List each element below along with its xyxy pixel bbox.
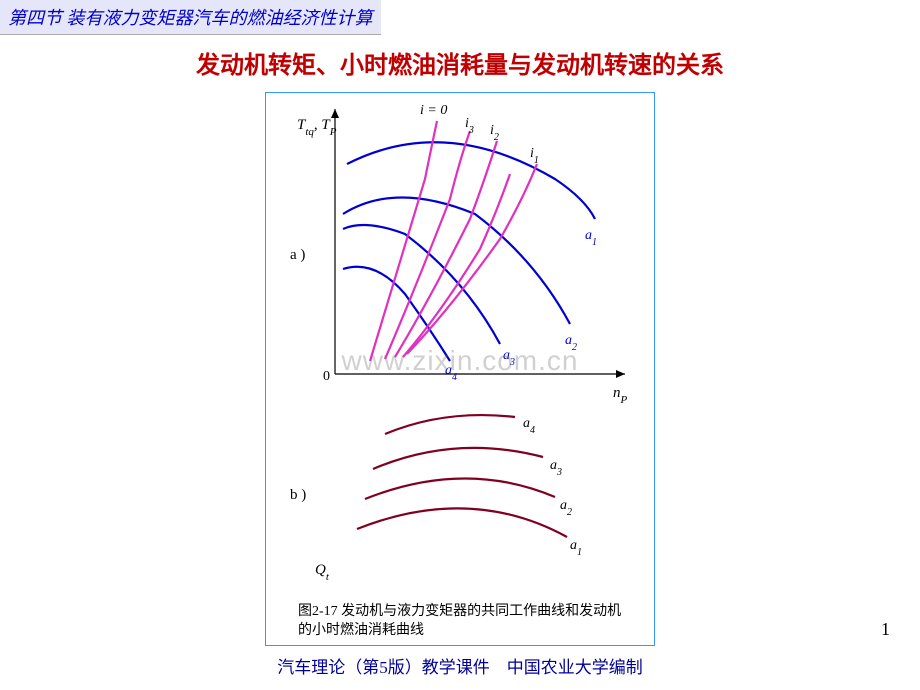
svg-text:Qt: Qt [315, 562, 330, 583]
main-title: 发动机转矩、小时燃油消耗量与发动机转速的关系 [0, 45, 920, 80]
svg-text:a4: a4 [523, 416, 535, 436]
svg-text:a1: a1 [570, 538, 582, 558]
engine-chart: 0 Ttq, TP nP a ) a1 a2 a3 a4 i = 0 i3 i2 i1 b ) Qt a4 a… [275, 99, 645, 599]
svg-text:a1: a1 [585, 228, 597, 248]
figure-caption: 图2-17 发动机与液力变矩器的共同工作曲线和发动机的小时燃油消耗曲线 [274, 599, 646, 641]
svg-text:a3: a3 [550, 458, 562, 478]
svg-text:i3: i3 [465, 116, 474, 136]
svg-text:nP: nP [613, 385, 628, 406]
svg-text:a ): a ) [290, 247, 305, 263]
section-header: 第四节 装有液力变矩器汽车的燃油经济性计算 [0, 0, 381, 35]
svg-text:a2: a2 [565, 333, 577, 353]
svg-text:i1: i1 [530, 146, 539, 166]
svg-text:i = 0: i = 0 [420, 103, 447, 118]
svg-text:a2: a2 [560, 498, 572, 518]
svg-text:a3: a3 [503, 348, 515, 368]
chart-container: 0 Ttq, TP nP a ) a1 a2 a3 a4 i = 0 i3 i2 i1 b ) Qt a4 a… [265, 92, 655, 646]
svg-text:a4: a4 [445, 363, 457, 383]
svg-text:Ttq, TP: Ttq, TP [297, 117, 337, 138]
svg-text:0: 0 [323, 369, 330, 384]
svg-text:i2: i2 [490, 123, 499, 143]
footer-text: 汽车理论（第5版）教学课件 中国农业大学编制 [0, 653, 920, 678]
page-number: 1 [881, 619, 890, 640]
svg-text:b ): b ) [290, 487, 306, 503]
